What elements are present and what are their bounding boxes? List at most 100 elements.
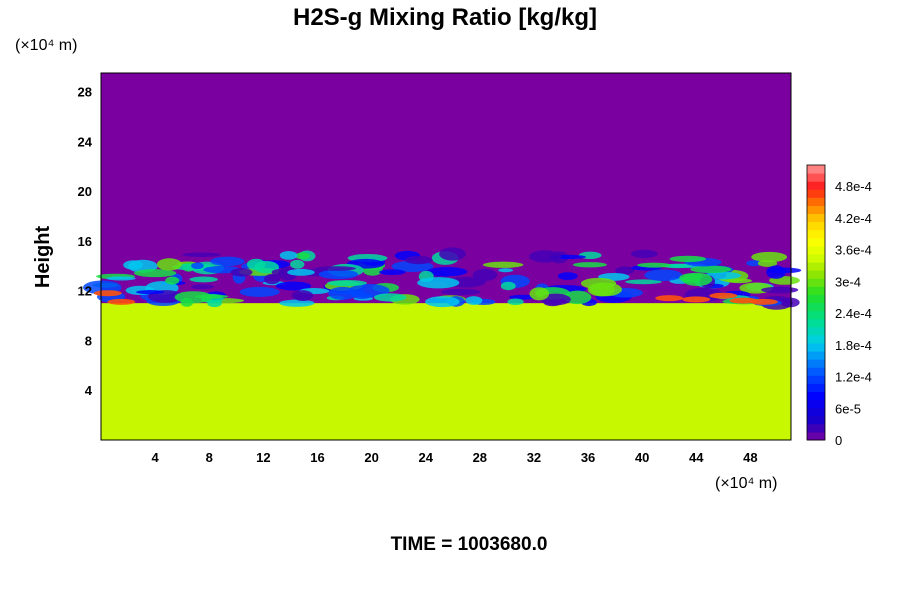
colorbar-segment: [807, 262, 825, 271]
x-tick-label: 4: [152, 450, 160, 465]
mixing-blob: [625, 279, 662, 285]
mixing-blob: [279, 250, 298, 260]
mixing-blob: [465, 296, 483, 305]
mixing-blob: [528, 250, 562, 263]
colorbar-segment: [807, 326, 825, 336]
mixing-blob: [563, 290, 592, 305]
y-axis-label: Height: [32, 226, 54, 289]
high-value-streak: [655, 295, 684, 302]
colorbar-tick-label: 1.8e-4: [835, 338, 872, 353]
x-tick-label: 40: [635, 450, 649, 465]
colorbar-tick-label: 3e-4: [835, 274, 861, 289]
high-value-streak: [107, 298, 136, 305]
colorbar-tick-label: 4.2e-4: [835, 211, 872, 226]
colorbar-segment: [807, 423, 825, 433]
x-tick-label: 8: [206, 450, 213, 465]
colorbar-segment: [807, 407, 825, 417]
mixing-blob: [291, 290, 314, 301]
y-tick-label: 20: [78, 184, 92, 199]
mixing-blob: [194, 294, 229, 299]
x-tick-labels: 4 8 12 16 20 24 28 32 36 40 44 48: [152, 450, 758, 465]
colorbar-segment: [807, 270, 825, 279]
x-tick-label: 44: [689, 450, 704, 465]
y-tick-label: 8: [85, 333, 92, 348]
high-value-streak: [749, 298, 778, 305]
high-value-streak: [682, 296, 711, 303]
chart-title: H2S-g Mixing Ratio [kg/kg]: [293, 4, 597, 31]
mixing-blob: [440, 288, 481, 296]
mixing-blob: [279, 299, 315, 307]
x-tick-label: 20: [364, 450, 378, 465]
mixing-blob: [254, 260, 279, 274]
colorbar-segment: [807, 359, 825, 368]
colorbar-segment: [807, 213, 825, 223]
mixing-blob: [189, 276, 218, 283]
colorbar-segment: [807, 294, 825, 303]
mixing-blob: [425, 296, 460, 308]
colorbar-segment: [807, 302, 825, 312]
y-tick-label: 12: [78, 284, 92, 299]
colorbar-segment: [807, 375, 825, 384]
mixing-blob: [704, 271, 742, 280]
x-tick-label: 32: [527, 450, 541, 465]
mixing-blob: [498, 268, 514, 273]
colorbar-segment: [807, 197, 825, 206]
mixing-blob: [682, 272, 713, 287]
colorbar-segment: [807, 181, 825, 190]
x-tick-label: 28: [473, 450, 487, 465]
colorbar-segment: [807, 245, 825, 255]
mixing-blob: [106, 276, 136, 281]
mixing-blob: [757, 259, 778, 267]
mixing-blob: [630, 249, 658, 259]
mixing-blob: [746, 260, 762, 267]
colorbar-segment: [807, 367, 825, 376]
colorbar-tick-label: 0: [835, 433, 842, 448]
colorbar-segment: [807, 391, 825, 401]
x-tick-label: 16: [310, 450, 324, 465]
colorbar-segment: [807, 205, 825, 215]
mixing-blob: [472, 268, 498, 282]
x-tick-label: 36: [581, 450, 595, 465]
plot-area: [83, 72, 802, 441]
time-label: TIME = 1003680.0: [391, 534, 548, 555]
colorbar-segment: [807, 415, 825, 425]
mixing-blob: [328, 286, 357, 300]
mixing-blob: [379, 269, 406, 276]
mixing-blob: [290, 259, 305, 269]
y-tick-label: 28: [78, 85, 92, 100]
mixing-blob: [123, 260, 143, 270]
colorbar-segment: [807, 383, 825, 392]
mixing-blob: [761, 286, 799, 294]
mixing-blob: [191, 284, 214, 290]
mixing-blob: [327, 279, 367, 287]
mixing-blob: [426, 267, 468, 277]
mixing-blob: [191, 262, 204, 270]
colorbar-segment: [807, 229, 825, 239]
mixing-blob: [133, 269, 177, 278]
field-lower: [101, 303, 791, 440]
colorbar-segment: [807, 173, 825, 182]
mixing-blob: [230, 268, 253, 277]
mixing-blob: [529, 287, 550, 301]
mixing-blob: [182, 252, 221, 258]
mixing-blob: [180, 298, 194, 307]
x-unit-label: (×10⁴ m): [715, 475, 777, 492]
colorbar-segment: [807, 310, 825, 320]
colorbar-segment: [807, 318, 825, 328]
mixing-blob: [615, 266, 635, 275]
colorbar-tick-label: 2.4e-4: [835, 306, 872, 321]
mixing-blob: [690, 265, 732, 274]
colorbar-tick-label: 3.6e-4: [835, 243, 872, 258]
mixing-blob: [239, 286, 280, 297]
y-tick-label: 4: [85, 383, 93, 398]
mixing-blob: [439, 247, 466, 261]
mixing-blob: [751, 251, 788, 263]
y-tick-labels: 4 8 12 16 20 24 28: [78, 85, 93, 399]
mixing-blob: [135, 290, 165, 295]
mixing-blob: [351, 292, 372, 299]
mixing-blob: [165, 276, 180, 285]
mixing-blob: [287, 268, 315, 276]
colorbar-segment: [807, 399, 825, 409]
colorbar-segment: [807, 342, 825, 352]
